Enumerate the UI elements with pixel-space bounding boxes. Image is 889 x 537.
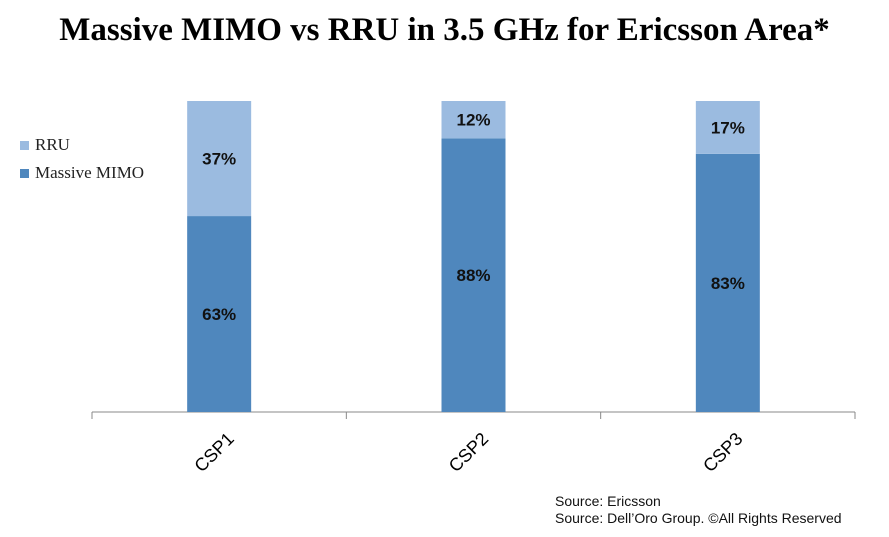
source-notes: Source: Ericsson Source: Dell’Oro Group.…: [555, 493, 842, 527]
rru-bar-csp3: [695, 101, 760, 154]
x-tick-label-csp1: CSP1: [190, 429, 237, 476]
x-tick-label-csp3: CSP3: [699, 429, 746, 476]
rru-bar-csp2-label: 12%: [456, 111, 490, 130]
legend-swatch-massive-mimo: [20, 168, 29, 178]
legend-label-massive-mimo: Massive MIMO: [35, 163, 145, 182]
massive-mimo-bar-csp3: [695, 153, 760, 412]
source-delloro: Source: Dell’Oro Group. ©All Rights Rese…: [555, 510, 842, 526]
massive-mimo-bar-csp2: [441, 138, 506, 412]
x-tick-label-csp2: CSP2: [445, 429, 492, 476]
source-ericsson: Source: Ericsson: [555, 493, 661, 509]
massive-mimo-bar-csp1-label: 63%: [202, 305, 236, 324]
rru-bar-csp3-label: 17%: [711, 118, 745, 137]
legend-item-massive-mimo: Massive MIMO: [20, 159, 144, 187]
chart-title: Massive MIMO vs RRU in 3.5 GHz for Erics…: [59, 12, 830, 48]
massive-mimo-bar-csp2-label: 88%: [456, 266, 490, 285]
rru-bar-csp1: [187, 101, 252, 217]
legend-item-rru: RRU: [20, 131, 144, 159]
massive-mimo-bar-csp3-label: 83%: [711, 274, 745, 293]
legend: RRU Massive MIMO: [20, 131, 144, 187]
rru-bar-csp1-label: 37%: [202, 150, 236, 169]
massive-mimo-bar-csp1: [187, 216, 252, 412]
legend-label-rru: RRU: [35, 135, 70, 154]
legend-swatch-rru: [20, 140, 29, 150]
rru-bar-csp2: [441, 101, 506, 139]
